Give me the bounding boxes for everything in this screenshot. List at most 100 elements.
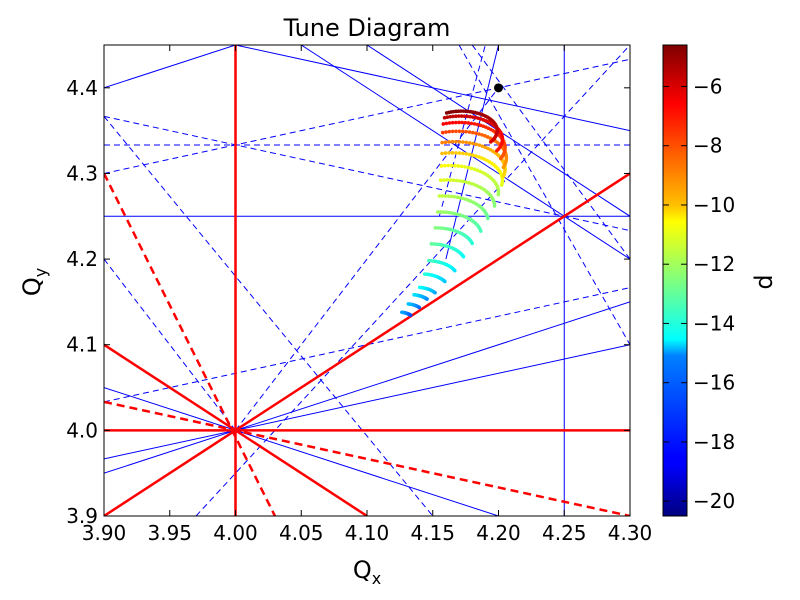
scatter-point <box>466 121 471 125</box>
scatter-point <box>470 153 475 157</box>
colorbar-tick-label: −18 <box>693 430 735 454</box>
scatter-point <box>444 111 449 115</box>
scatter-point <box>457 129 462 134</box>
scatter-point <box>473 115 478 120</box>
scatter-point <box>461 151 465 156</box>
scatter-point <box>467 181 471 185</box>
scatter-point <box>456 114 461 118</box>
scatter-point <box>462 114 467 118</box>
colorbar-tick-label: −8 <box>693 134 722 158</box>
scatter-point <box>444 121 449 126</box>
scatter-point <box>433 226 438 230</box>
resonance-line-blue-dashed-9 <box>458 45 630 345</box>
colorbar-tick-label: −12 <box>693 252 735 276</box>
scatter-point <box>482 157 487 162</box>
colorbar-tick-label: −20 <box>693 489 735 513</box>
colorbar-tick-label: −14 <box>693 311 735 335</box>
scatter-point <box>440 151 444 156</box>
scatter-point <box>461 140 465 144</box>
colorbar-ticks: −6 −8 −10 −12 −14 −16 −18 −20 <box>663 74 735 513</box>
resonance-line-blue-dashed-6 <box>104 116 434 516</box>
x-axis-label-sub: x <box>372 569 381 588</box>
scatter-point <box>429 242 434 246</box>
scatter-point <box>477 143 482 147</box>
scatter-point <box>486 146 490 151</box>
scatter-point <box>422 272 427 276</box>
x-tick-label: 4.20 <box>476 521 521 545</box>
scatter-point <box>464 152 469 156</box>
resonance-line-blue-dashed-3 <box>104 258 236 431</box>
y-tick-label: 4.0 <box>66 418 98 442</box>
scatter-point <box>454 129 458 134</box>
scatter-point <box>480 133 484 137</box>
scatter-point <box>461 179 465 184</box>
scatter-point <box>440 140 444 145</box>
scatter-point <box>459 114 464 118</box>
scatter-point <box>468 114 472 119</box>
scatter-point <box>478 169 482 174</box>
scatter-point <box>469 166 474 171</box>
scatter-point <box>445 178 449 182</box>
colorbar-tick-label: −16 <box>693 371 735 395</box>
x-tick-label: 4.15 <box>410 521 455 545</box>
scatter-point <box>450 120 455 125</box>
scatter-point <box>443 140 448 144</box>
y-tick-label: 4.4 <box>66 76 98 100</box>
scatter-point <box>450 211 454 215</box>
scatter-point <box>474 131 478 136</box>
scatter-point <box>472 122 477 126</box>
resonance-line-red-solid-2 <box>104 172 630 516</box>
scatter-point <box>417 285 422 290</box>
scatter-point <box>457 151 462 155</box>
scatter-point <box>442 163 447 168</box>
plot-area <box>104 45 630 516</box>
scatter-point <box>441 226 446 231</box>
scatter-point <box>454 178 459 183</box>
scatter-point <box>451 178 456 182</box>
scatter-point <box>452 194 457 199</box>
scatter-point <box>442 115 447 120</box>
scatter-point <box>436 210 440 214</box>
colorbar-tick-label: −6 <box>693 74 722 98</box>
scatter-point <box>463 120 468 125</box>
resonance-line-blue-dashed-10 <box>471 45 630 260</box>
scatter-point <box>480 144 485 148</box>
resonance-line-red-dashed-0 <box>104 172 277 516</box>
scatter-point <box>458 196 463 200</box>
y-tick-label: 4.3 <box>66 161 98 185</box>
resonance-line-red-dashed-1 <box>104 400 630 516</box>
scatter-point <box>438 210 443 214</box>
resonance-line-blue-dashed-5 <box>195 45 630 516</box>
x-axis-label: Qx <box>353 556 381 588</box>
resonance-line-blue-solid-7 <box>300 45 630 260</box>
scatter-point <box>460 164 464 169</box>
scatter-point <box>483 145 487 150</box>
resonance-line-blue-solid-9 <box>445 45 499 260</box>
scatter-point <box>447 210 452 215</box>
scatter-point <box>444 130 448 134</box>
x-tick-label: 4.05 <box>279 521 324 545</box>
resonance-line-blue-solid-2 <box>104 45 236 89</box>
scatter-point <box>446 163 451 168</box>
scatter-point <box>477 132 481 136</box>
scatter-point <box>450 139 455 144</box>
scatter-point <box>447 121 452 125</box>
scatter-point <box>469 121 474 126</box>
scatter-point <box>447 151 451 155</box>
scatter-point <box>475 168 480 173</box>
scatter-point <box>483 134 487 138</box>
y-axis-label-sub: y <box>31 268 50 277</box>
scatter-point <box>445 115 450 119</box>
scatter-point <box>443 194 448 198</box>
scatter-point <box>406 302 411 306</box>
scatter-point <box>467 130 472 134</box>
scatter-point <box>481 124 485 129</box>
x-tick-label: 3.95 <box>147 521 192 545</box>
y-tick-label: 4.2 <box>66 247 98 271</box>
scatter-point <box>467 152 472 157</box>
resonance-line-blue-solid-4 <box>104 301 630 474</box>
scatter-point <box>437 194 442 198</box>
resonance-line-blue-solid-5 <box>104 387 501 516</box>
scatter-point <box>447 129 452 134</box>
